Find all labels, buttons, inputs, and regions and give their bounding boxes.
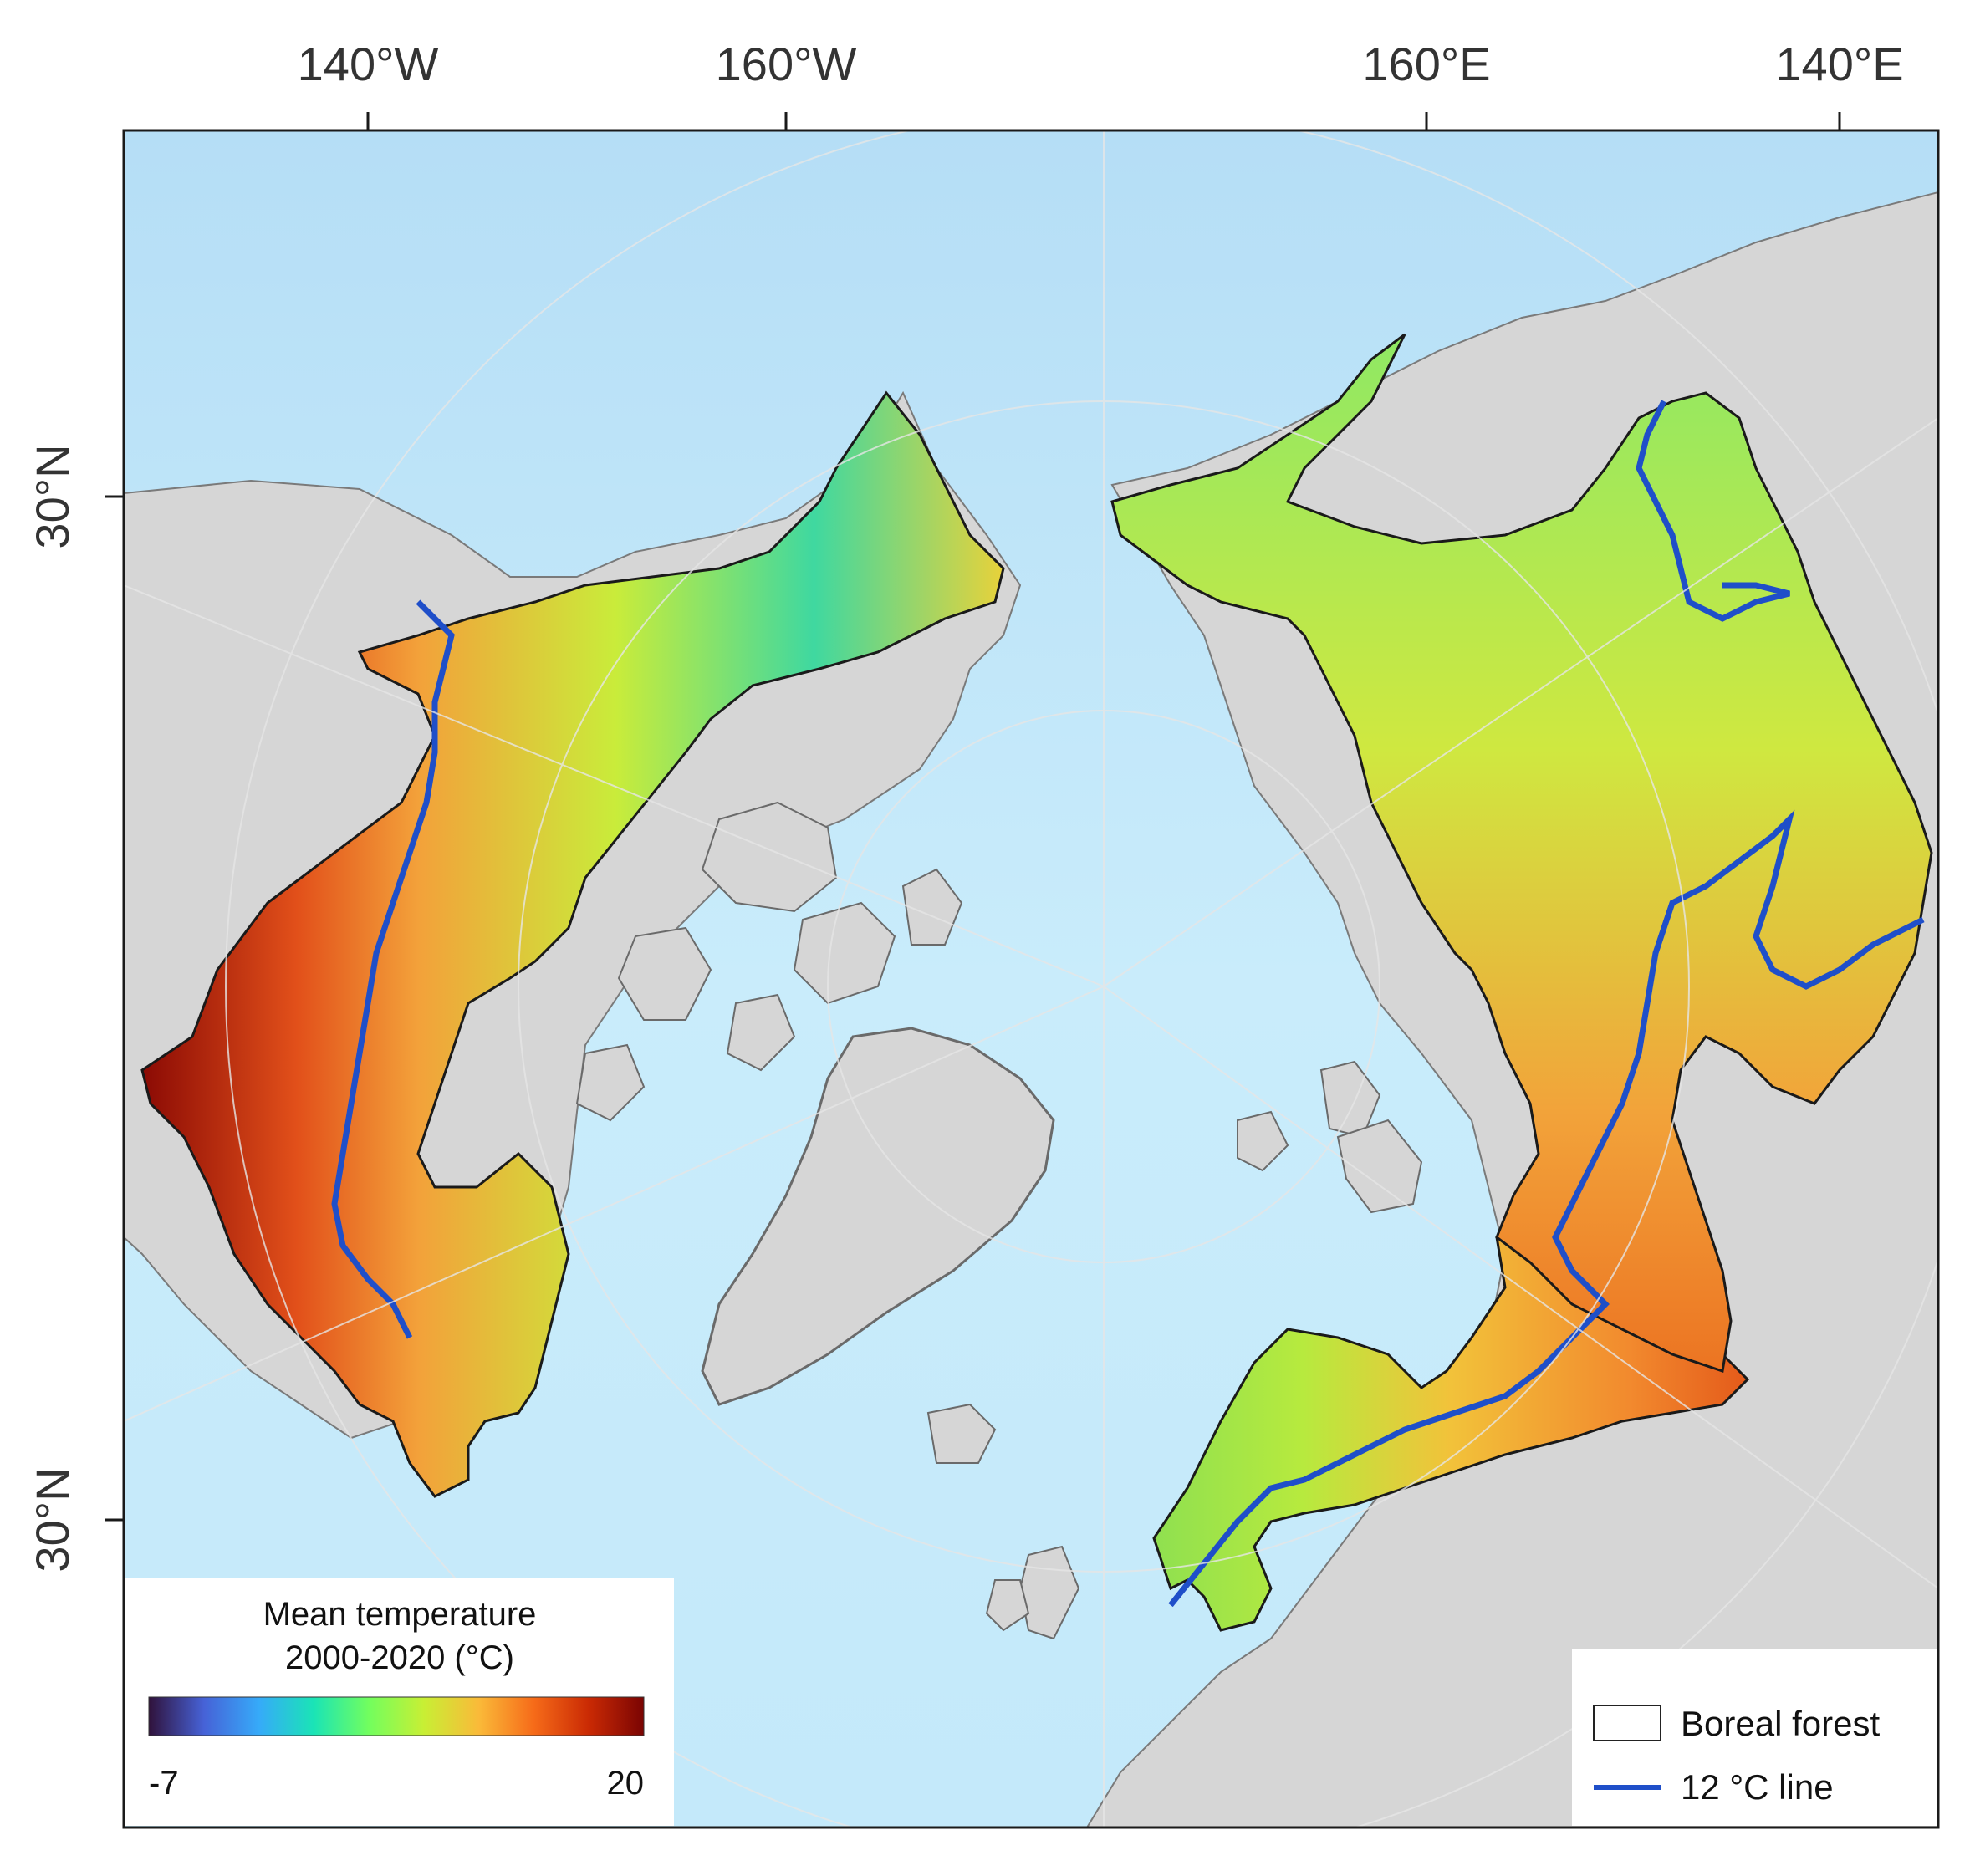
top-label-160e: 160°E (1362, 38, 1490, 90)
boreal-forest-north-america (140, 390, 1005, 1498)
temperature-colorbar (148, 1696, 645, 1736)
top-label-140e: 140°E (1775, 38, 1903, 90)
arctic-archipelago (575, 801, 963, 1122)
isotherm-north-america (331, 599, 455, 1339)
left-label-30n-lower: 30°N (26, 1467, 79, 1572)
left-label-30n-upper: 30°N (26, 444, 79, 548)
greenland-land (701, 1027, 1055, 1406)
legend-title-line2: 2000-2020 (°C) (285, 1639, 514, 1676)
colorbar-min-label: -7 (149, 1765, 179, 1802)
graticule (124, 130, 1938, 1828)
legend-boreal-forest-symbol (1593, 1705, 1661, 1741)
isotherm-eurasia (1168, 809, 1925, 1608)
temperature-legend: Mean temperature 2000-2020 (°C) -7 20 (125, 1578, 674, 1826)
legend-boreal-forest-label: Boreal forest (1681, 1704, 1880, 1743)
map-frame (122, 129, 1940, 1829)
legend-title-line1: Mean temperature (263, 1596, 537, 1633)
colorbar-max-label: 20 (607, 1765, 645, 1802)
tick-marks (105, 112, 1841, 1522)
boreal-forest-siberia (1110, 333, 1933, 1373)
top-label-140w: 140°W (298, 38, 439, 90)
feature-legend: Boreal forest 12 °C line (1572, 1649, 1937, 1826)
boreal-forest-europe (1152, 1219, 1750, 1632)
isotherm-eurasia-north (1636, 400, 1790, 622)
legend-isotherm-label: 12 °C line (1681, 1767, 1834, 1807)
top-label-160w: 160°W (716, 38, 857, 90)
